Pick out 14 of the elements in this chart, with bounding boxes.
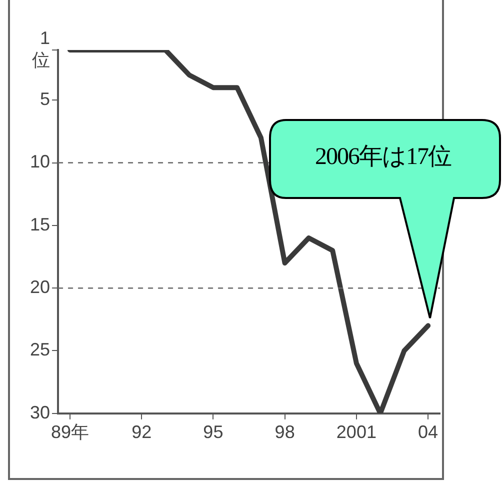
y-tick-label: 20 — [30, 277, 50, 298]
y-tick-label: 25 — [30, 340, 50, 360]
x-tick-label: 89年 — [50, 422, 89, 442]
y-tick-label: 1 位 — [32, 28, 50, 70]
x-tick-label: 98 — [274, 422, 295, 442]
y-tick-label: 5 — [40, 89, 50, 110]
annotation: 2006年は17位 — [314, 143, 452, 172]
x-tick-label: 95 — [203, 422, 224, 442]
x-tick-label: 04 — [418, 422, 438, 442]
y-tick-label: 15 — [30, 214, 50, 234]
x-tick-label: 2001 — [336, 422, 376, 442]
y-tick-label: 10 — [30, 152, 50, 172]
x-tick-label: 92 — [132, 422, 152, 442]
y-tick-label: 30 — [30, 402, 50, 422]
